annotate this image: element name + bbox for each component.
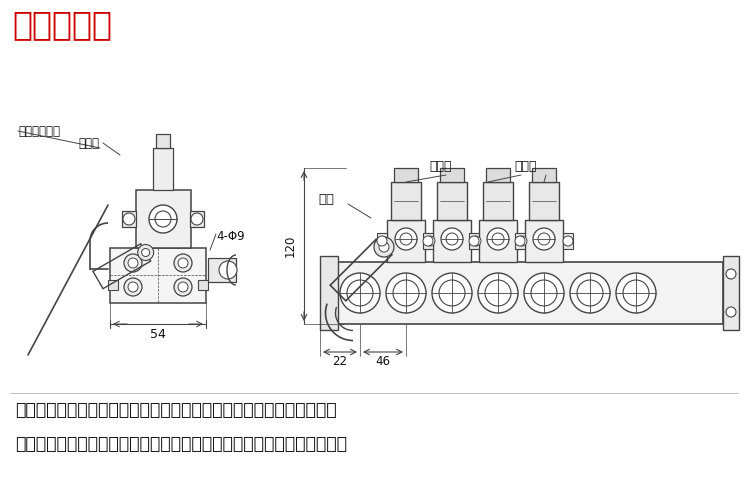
Circle shape — [471, 236, 481, 246]
Circle shape — [138, 245, 154, 260]
Circle shape — [178, 282, 188, 292]
Bar — [563, 233, 573, 249]
Bar — [471, 233, 481, 249]
Circle shape — [492, 233, 504, 245]
Circle shape — [423, 236, 433, 246]
Circle shape — [124, 254, 142, 272]
Circle shape — [377, 236, 387, 246]
Circle shape — [726, 307, 736, 317]
Bar — [515, 233, 525, 249]
Bar — [525, 220, 563, 262]
Text: 海底阀等一系列的气动阀门，实现快速开启关闭，并可进行远程紧急关闭: 海底阀等一系列的气动阀门，实现快速开启关闭，并可进行远程紧急关闭 — [15, 435, 347, 453]
Circle shape — [174, 254, 192, 272]
Circle shape — [533, 228, 555, 250]
Circle shape — [174, 278, 192, 296]
Bar — [423, 233, 433, 249]
Bar — [723, 256, 739, 330]
Bar — [517, 233, 527, 249]
Bar — [529, 182, 559, 220]
Bar — [377, 233, 387, 249]
Bar — [394, 168, 418, 182]
Bar — [208, 258, 236, 282]
Circle shape — [379, 242, 389, 252]
Text: 子控阀: 子控阀 — [514, 160, 537, 173]
Bar — [425, 233, 435, 249]
Circle shape — [577, 280, 603, 306]
Circle shape — [128, 282, 138, 292]
Bar — [437, 182, 467, 220]
Circle shape — [374, 237, 394, 257]
Bar — [198, 280, 208, 290]
Bar — [486, 168, 510, 182]
Circle shape — [432, 273, 472, 313]
Text: 主控阀: 主控阀 — [430, 160, 452, 173]
Bar — [387, 220, 425, 262]
Bar — [483, 182, 513, 220]
Circle shape — [400, 233, 412, 245]
Circle shape — [128, 258, 138, 268]
Circle shape — [393, 280, 419, 306]
Bar — [156, 134, 170, 148]
Circle shape — [395, 228, 417, 250]
Bar — [433, 220, 471, 262]
Bar — [108, 280, 118, 290]
Circle shape — [340, 273, 380, 313]
Circle shape — [726, 269, 736, 279]
Circle shape — [538, 233, 550, 245]
Text: 气动组合开关用于将罐车上的气动阀进行集中化控制，包括油气回收阀: 气动组合开关用于将罐车上的气动阀进行集中化控制，包括油气回收阀 — [15, 401, 337, 419]
Text: 4-Φ9: 4-Φ9 — [216, 230, 244, 243]
Bar — [338, 262, 723, 324]
Text: 120: 120 — [284, 235, 296, 257]
Circle shape — [478, 273, 518, 313]
Bar — [122, 211, 136, 227]
Text: 进气口: 进气口 — [78, 137, 99, 150]
Bar — [190, 211, 204, 227]
Bar — [391, 182, 421, 220]
Circle shape — [439, 280, 465, 306]
Circle shape — [570, 273, 610, 313]
Text: 22: 22 — [332, 355, 347, 368]
Circle shape — [446, 233, 458, 245]
Circle shape — [441, 228, 463, 250]
Bar — [320, 256, 338, 330]
Bar — [469, 233, 479, 249]
Circle shape — [386, 273, 426, 313]
Circle shape — [191, 213, 203, 225]
Text: 产品机械图: 产品机械图 — [12, 8, 112, 41]
Circle shape — [425, 236, 435, 246]
Circle shape — [524, 273, 564, 313]
Circle shape — [124, 278, 142, 296]
Circle shape — [563, 236, 573, 246]
Text: 54: 54 — [150, 328, 166, 341]
Circle shape — [347, 280, 373, 306]
Bar — [110, 248, 206, 303]
Circle shape — [487, 228, 509, 250]
Bar — [153, 148, 173, 190]
Circle shape — [123, 213, 135, 225]
Bar — [136, 190, 191, 248]
Circle shape — [531, 280, 557, 306]
Bar — [479, 220, 517, 262]
Circle shape — [142, 248, 150, 256]
Bar — [440, 168, 464, 182]
Circle shape — [149, 205, 177, 233]
Text: 接紧急排气阀: 接紧急排气阀 — [18, 125, 60, 138]
Circle shape — [469, 236, 479, 246]
Text: 46: 46 — [376, 355, 391, 368]
Circle shape — [616, 273, 656, 313]
Circle shape — [178, 258, 188, 268]
Text: 挡块: 挡块 — [318, 193, 334, 206]
Circle shape — [485, 280, 511, 306]
Circle shape — [623, 280, 649, 306]
Circle shape — [515, 236, 525, 246]
Circle shape — [517, 236, 527, 246]
Bar — [532, 168, 556, 182]
Circle shape — [219, 261, 237, 279]
Circle shape — [155, 211, 171, 227]
